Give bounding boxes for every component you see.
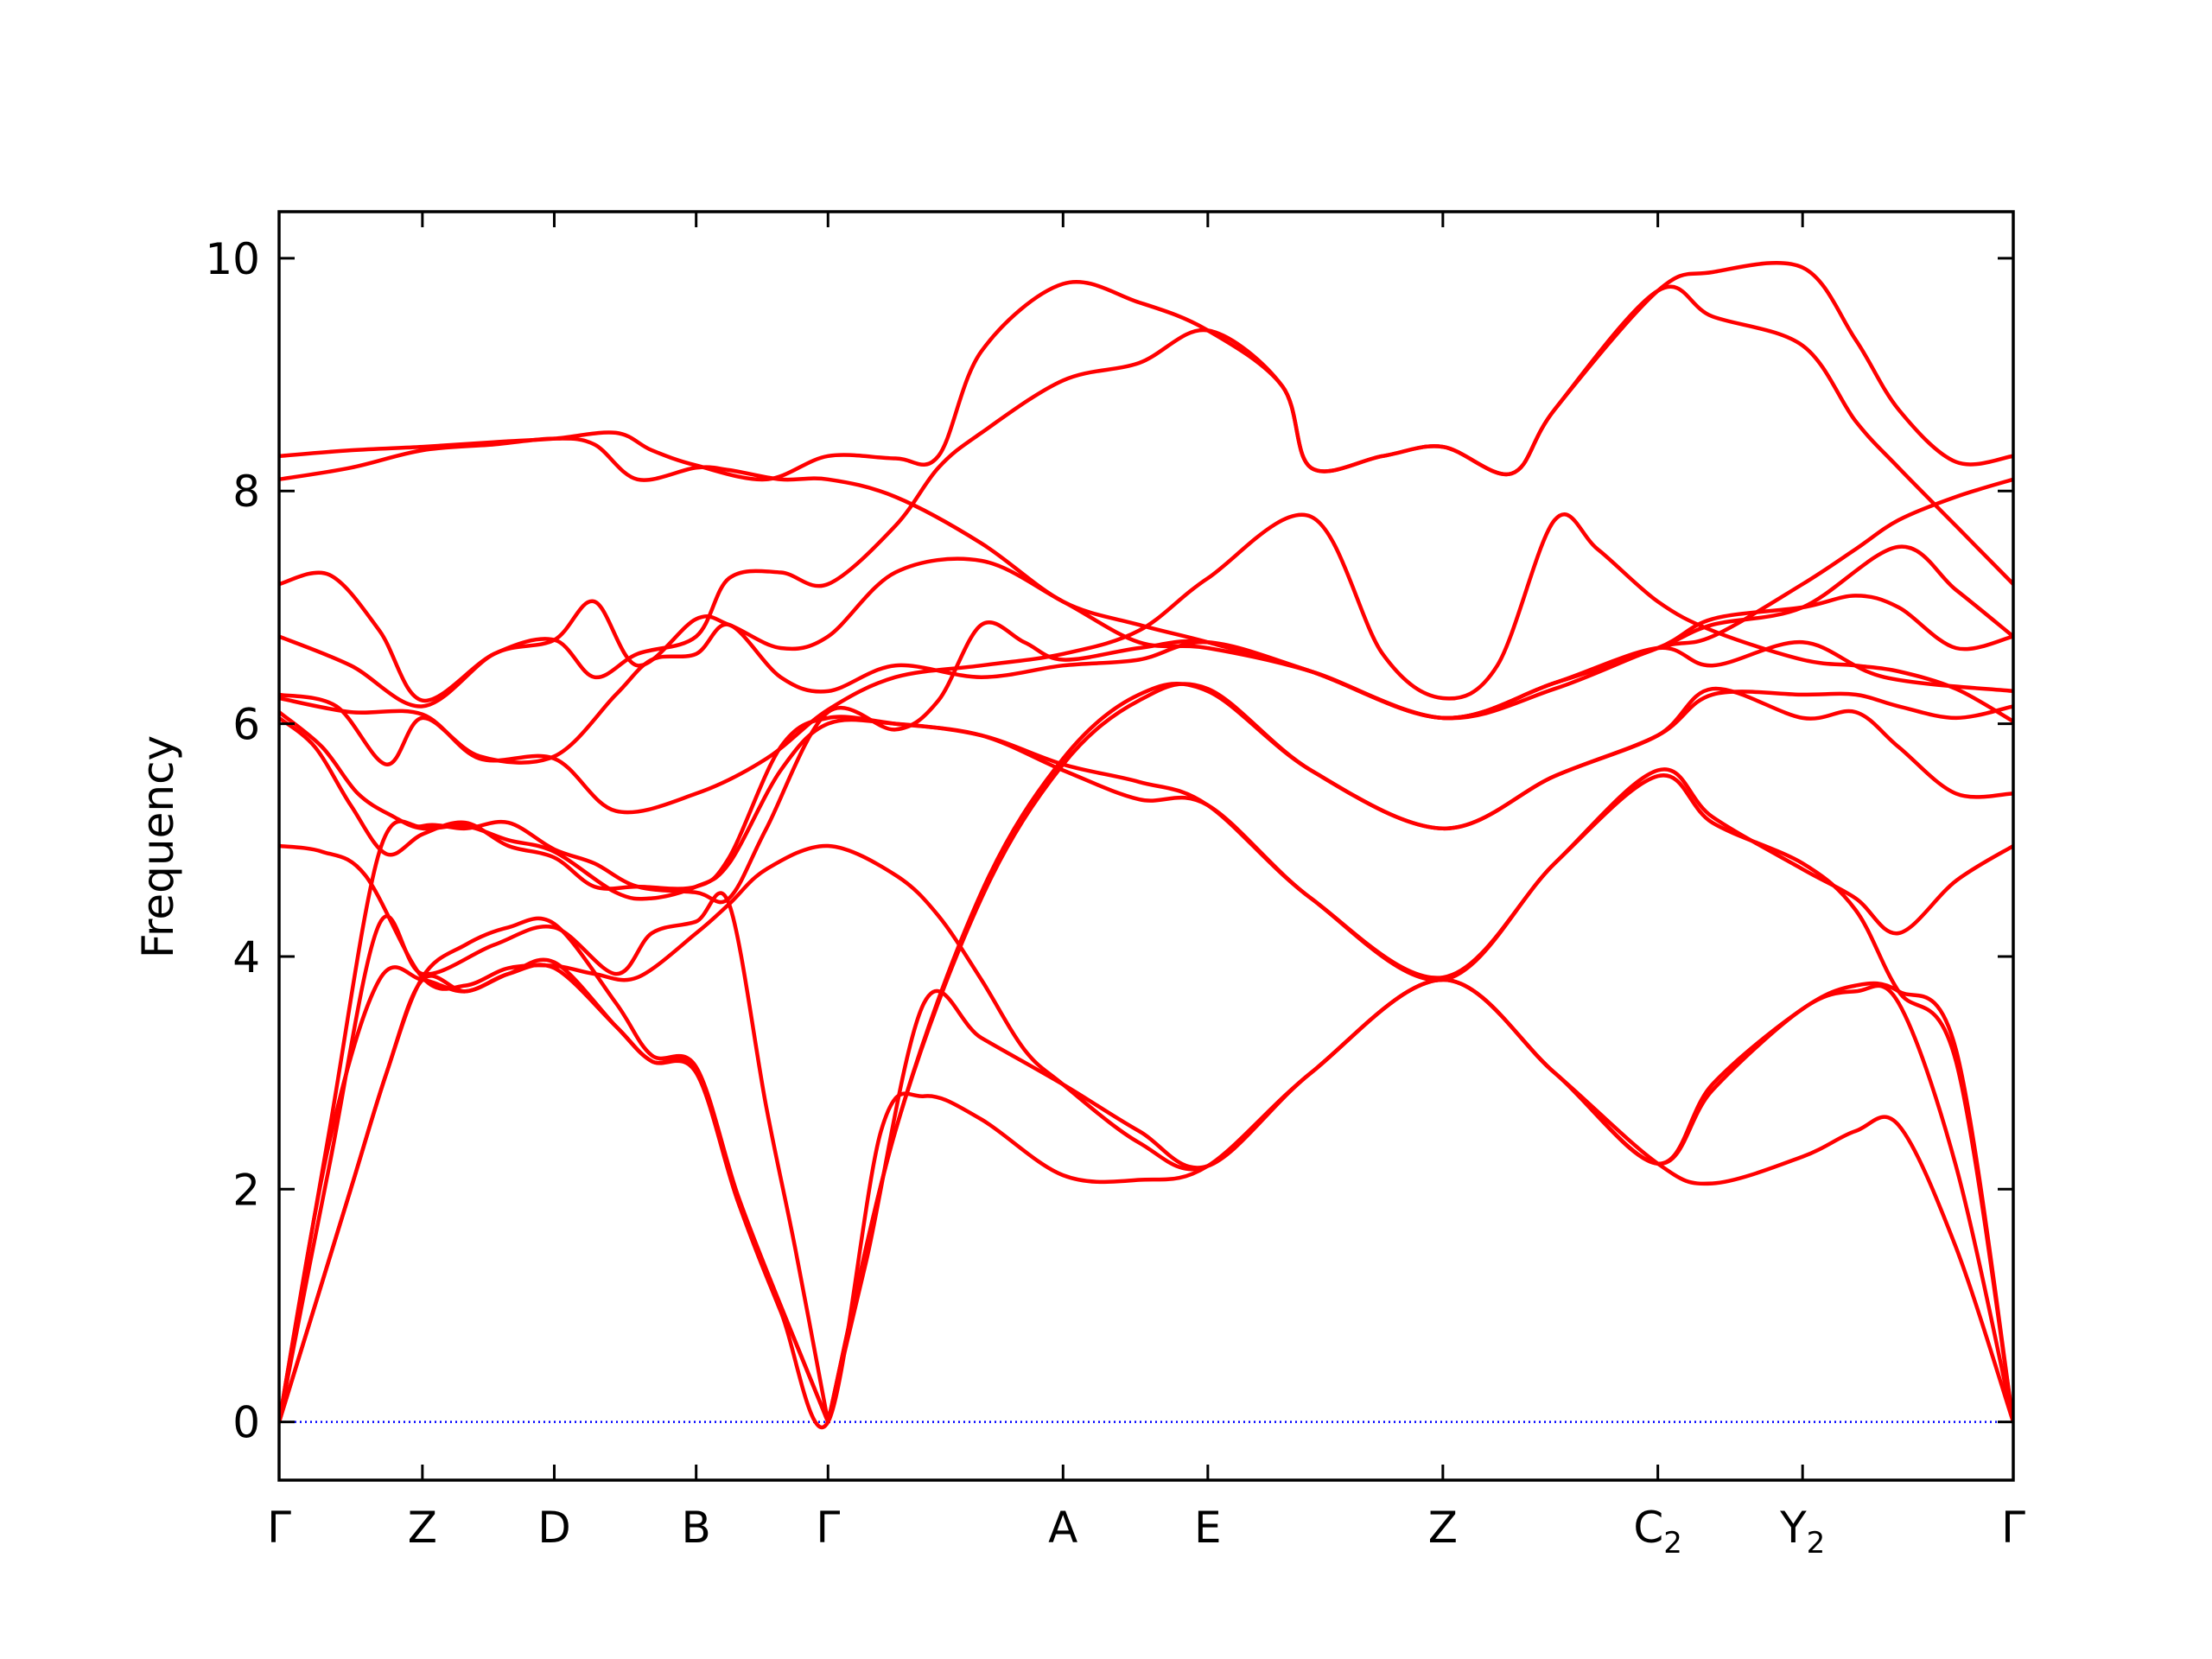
x-tick-label-10: Γ	[2001, 1503, 2025, 1553]
y-tick-label-8: 8	[232, 467, 260, 517]
x-tick-label-4: Γ	[816, 1503, 840, 1553]
y-tick-label-0: 0	[232, 1398, 260, 1448]
x-tick-label-5: A	[1048, 1503, 1077, 1553]
y-tick-label-4: 4	[232, 932, 260, 982]
x-tick-label-1: Z	[408, 1503, 437, 1553]
band-series-9	[826, 977, 2013, 1424]
x-tick-label-9: Y2	[1779, 1503, 1825, 1560]
x-tick-label-0: Γ	[267, 1503, 291, 1553]
tick-layer: 0 2 4 6 8 10 Γ Z D B Γ A E Z C2 Y2 Γ	[205, 212, 2025, 1560]
plot-frame	[277, 210, 2015, 1482]
band-series-13	[279, 594, 2013, 766]
x-tick-label-7: Z	[1428, 1503, 1458, 1553]
y-tick-label-6: 6	[232, 700, 260, 750]
band-series-11	[826, 682, 2013, 1424]
y-tick-label-2: 2	[232, 1165, 260, 1215]
band-series-3	[279, 891, 830, 1424]
band-series-layer	[279, 260, 2013, 1430]
band-series-4	[279, 620, 2013, 1424]
y-axis-label: Frequency	[133, 735, 183, 958]
x-tick-label-3: B	[682, 1503, 711, 1553]
band-series-17	[279, 260, 2013, 482]
band-series-15	[279, 284, 2013, 702]
x-tick-label-2: D	[537, 1503, 571, 1553]
x-tick-label-8: C2	[1633, 1503, 1682, 1560]
band-series-6	[279, 715, 2013, 1424]
x-tick-label-6: E	[1194, 1503, 1222, 1553]
y-tick-label-10: 10	[205, 234, 260, 284]
